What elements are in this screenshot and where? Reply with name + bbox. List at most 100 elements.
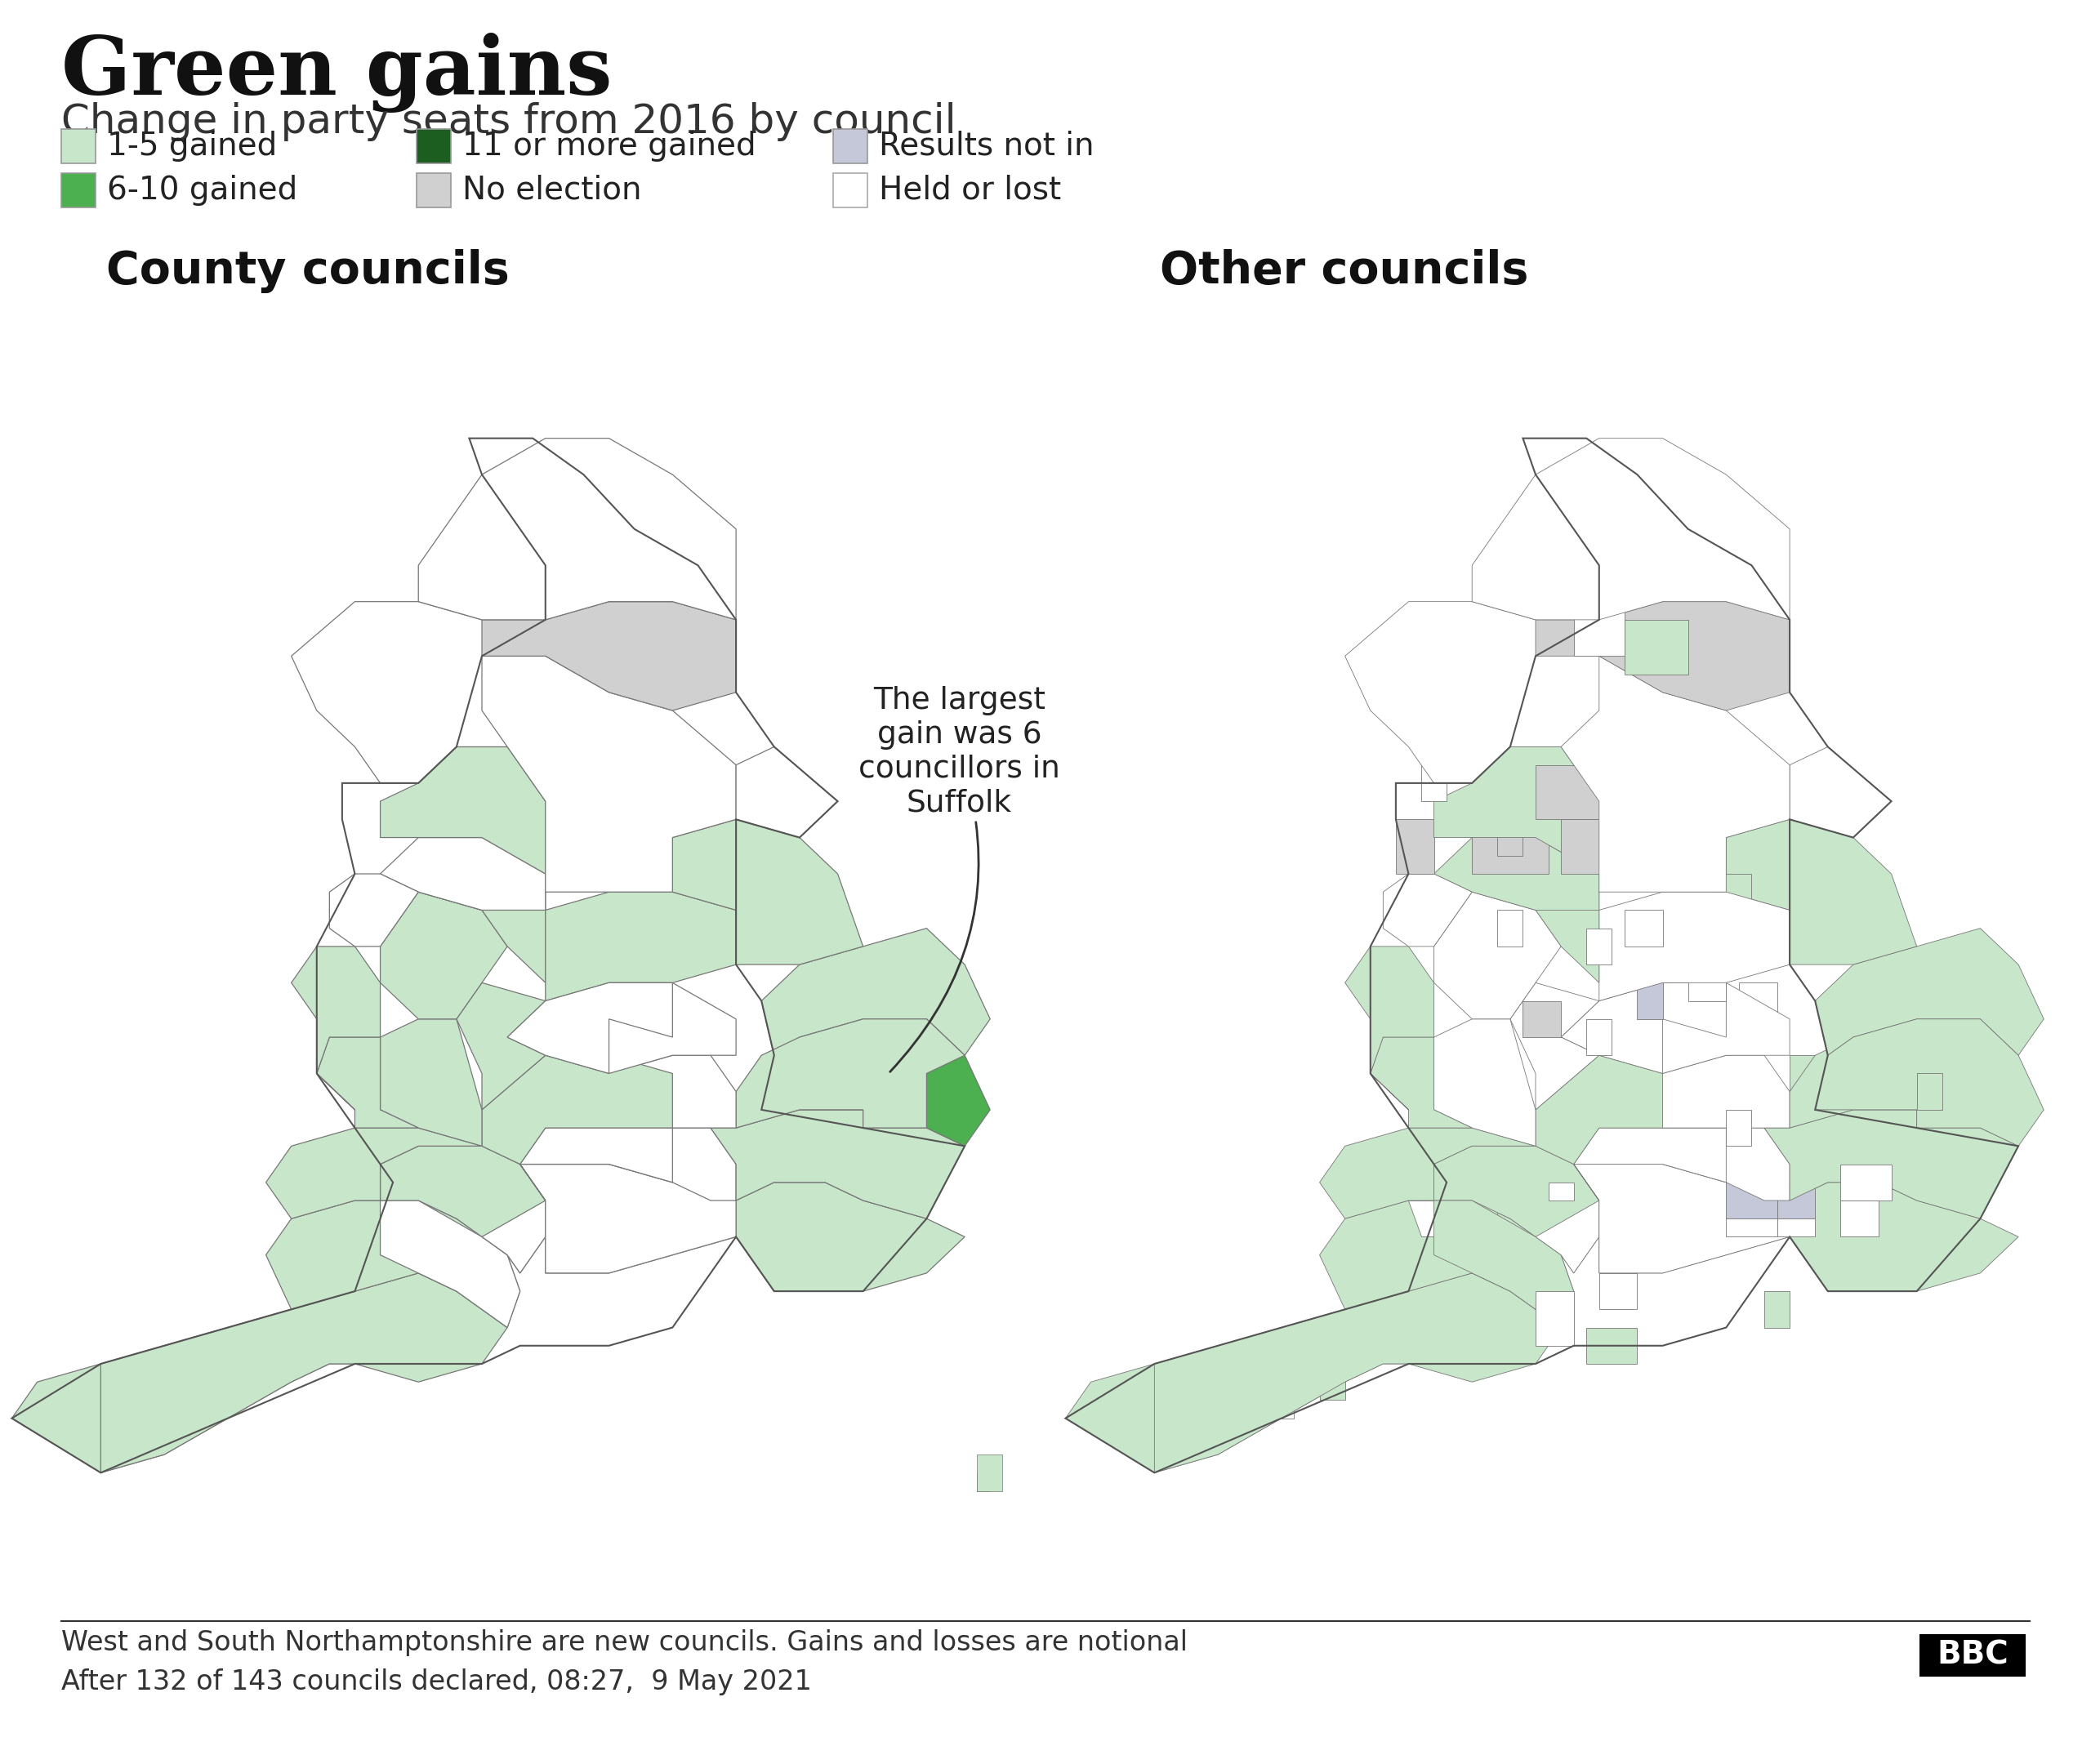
Polygon shape: [1815, 928, 2043, 1055]
Polygon shape: [381, 1147, 546, 1274]
Polygon shape: [1562, 820, 1625, 873]
Polygon shape: [1662, 1127, 1790, 1201]
Polygon shape: [1434, 1201, 1575, 1328]
Polygon shape: [736, 1182, 864, 1291]
Polygon shape: [1662, 1055, 1790, 1127]
Text: West and South Northamptonshire are new councils. Gains and losses are notional: West and South Northamptonshire are new …: [61, 1630, 1188, 1656]
Polygon shape: [1535, 547, 1625, 602]
Polygon shape: [761, 1020, 991, 1147]
Polygon shape: [736, 1020, 964, 1127]
Polygon shape: [1319, 1364, 1345, 1401]
Bar: [61, 129, 96, 164]
Polygon shape: [608, 1127, 736, 1201]
Polygon shape: [546, 893, 736, 1000]
Polygon shape: [1510, 983, 1600, 1110]
Polygon shape: [521, 1164, 736, 1274]
Polygon shape: [1370, 1037, 1472, 1127]
Polygon shape: [381, 746, 546, 873]
Polygon shape: [291, 602, 546, 783]
Bar: [832, 129, 868, 164]
Polygon shape: [1587, 928, 1612, 965]
Polygon shape: [1497, 910, 1522, 947]
Polygon shape: [1066, 1309, 1434, 1473]
Polygon shape: [418, 856, 546, 983]
Polygon shape: [481, 1055, 673, 1201]
Polygon shape: [266, 1201, 521, 1328]
Polygon shape: [1727, 1219, 1777, 1237]
Polygon shape: [1587, 1328, 1637, 1364]
Polygon shape: [1600, 893, 1790, 1000]
Polygon shape: [1434, 1020, 1535, 1147]
Text: County councils: County councils: [107, 249, 510, 293]
Polygon shape: [976, 1473, 989, 1491]
Polygon shape: [1790, 1182, 1917, 1291]
Polygon shape: [1575, 602, 1625, 656]
Polygon shape: [1409, 1201, 1447, 1237]
Polygon shape: [1535, 1201, 1600, 1274]
Polygon shape: [1535, 1291, 1575, 1346]
Text: Green gains: Green gains: [61, 34, 613, 113]
Polygon shape: [13, 1309, 381, 1473]
Polygon shape: [1382, 873, 1472, 947]
Polygon shape: [1790, 1020, 2018, 1127]
Polygon shape: [381, 1201, 521, 1328]
Polygon shape: [1815, 1020, 2043, 1147]
Text: Results not in: Results not in: [878, 131, 1094, 162]
Polygon shape: [1547, 1182, 1575, 1201]
Polygon shape: [1625, 910, 1662, 947]
Text: After 132 of 143 councils declared, 08:27,  9 May 2021: After 132 of 143 councils declared, 08:2…: [61, 1669, 811, 1695]
Bar: [416, 173, 452, 208]
Polygon shape: [1587, 1020, 1612, 1055]
Polygon shape: [1447, 1182, 1472, 1219]
Polygon shape: [1727, 1110, 1752, 1147]
Text: 11 or more gained: 11 or more gained: [462, 131, 757, 162]
Polygon shape: [1535, 766, 1612, 820]
Polygon shape: [481, 1201, 546, 1274]
Polygon shape: [330, 873, 418, 947]
Text: BBC: BBC: [1936, 1641, 2007, 1671]
Polygon shape: [1790, 1055, 1828, 1092]
Polygon shape: [1535, 656, 1790, 893]
Polygon shape: [1397, 820, 1434, 873]
Polygon shape: [1154, 1274, 1562, 1473]
Polygon shape: [1625, 619, 1687, 674]
Polygon shape: [1740, 766, 1777, 801]
Polygon shape: [1765, 1110, 2018, 1219]
Polygon shape: [1562, 983, 1727, 1074]
Polygon shape: [1777, 1219, 1815, 1237]
Polygon shape: [1434, 893, 1562, 1020]
Polygon shape: [1319, 1201, 1575, 1328]
Polygon shape: [1790, 1182, 2018, 1291]
Polygon shape: [381, 893, 508, 1020]
Polygon shape: [1637, 746, 1675, 783]
Polygon shape: [481, 656, 736, 893]
Bar: [416, 129, 452, 164]
Text: 6-10 gained: 6-10 gained: [107, 175, 297, 206]
Polygon shape: [1777, 1182, 1815, 1219]
Polygon shape: [1434, 746, 1600, 873]
Polygon shape: [976, 1455, 1002, 1491]
Polygon shape: [1713, 873, 1752, 910]
Polygon shape: [1840, 1201, 1878, 1237]
Polygon shape: [521, 1127, 673, 1182]
Polygon shape: [1345, 602, 1600, 783]
Polygon shape: [1535, 1055, 1727, 1201]
Text: The largest
gain was 6
councillors in
Suffolk: The largest gain was 6 councillors in Su…: [859, 686, 1060, 1073]
Bar: [832, 173, 868, 208]
Bar: [61, 173, 96, 208]
Polygon shape: [508, 983, 673, 1074]
Polygon shape: [1434, 1147, 1600, 1274]
Text: 1-5 gained: 1-5 gained: [107, 131, 278, 162]
Polygon shape: [1472, 820, 1547, 873]
Polygon shape: [100, 1274, 508, 1473]
Polygon shape: [1637, 983, 1662, 1020]
Polygon shape: [1727, 1182, 1777, 1219]
Polygon shape: [1257, 1381, 1294, 1418]
Polygon shape: [761, 928, 991, 1055]
Polygon shape: [1562, 983, 1790, 1074]
Text: Held or lost: Held or lost: [878, 175, 1060, 206]
Polygon shape: [1447, 1182, 1497, 1219]
Polygon shape: [1422, 766, 1447, 801]
Polygon shape: [1687, 965, 1727, 1000]
Polygon shape: [608, 1055, 736, 1127]
